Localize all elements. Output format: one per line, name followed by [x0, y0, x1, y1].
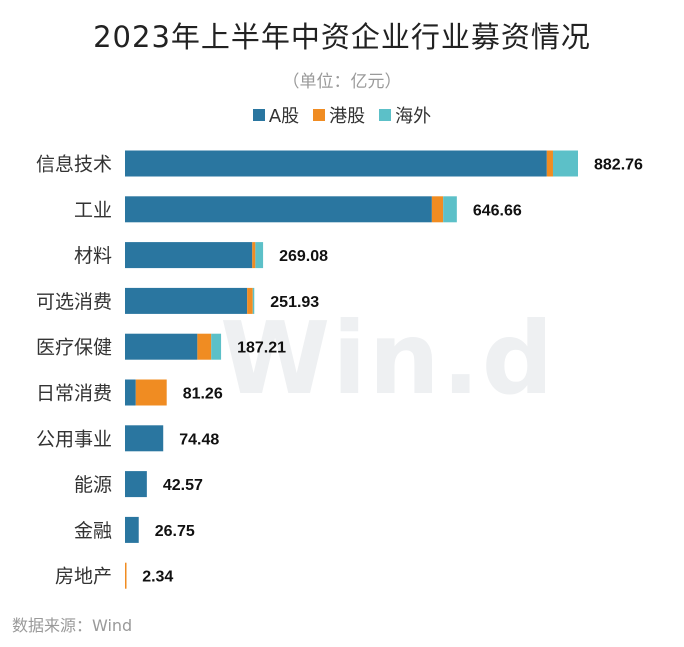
bar-segment-hk-share [431, 196, 444, 223]
legend-item-a-share: A股 [252, 102, 300, 128]
data-source: 数据来源：Wind [12, 616, 133, 635]
category-label: 金融 [74, 520, 112, 542]
category-label: 材料 [74, 245, 112, 267]
legend-item-overseas: 海外 [379, 102, 431, 128]
bar-segment-overseas [552, 150, 578, 177]
bar-segment-a-share [125, 471, 147, 498]
legend-label-hk-share: 港股 [329, 106, 366, 127]
watermark: Win.d [220, 300, 556, 417]
legend-item-hk-share: 港股 [313, 102, 365, 128]
bar-total-label: 26.75 [155, 523, 195, 540]
bar-segment-a-share [125, 516, 139, 543]
legend-swatch-a-share [252, 109, 265, 121]
category-label: 可选消费 [36, 291, 112, 313]
bar-total-label: 74.48 [179, 431, 219, 448]
bar-segment-a-share [125, 379, 136, 406]
category-label: 公用事业 [36, 428, 112, 450]
legend-label-overseas: 海外 [395, 106, 432, 127]
chart-title: 2023年上半年中资企业行业募资情况 [93, 20, 591, 54]
bar-segment-a-share [125, 333, 198, 360]
bar-chart: 信息技术 882.76 工业 646.66 材料 269.08 可选消费 251.93 医疗保健… [36, 150, 643, 589]
bar-segment-hk-share [197, 333, 212, 360]
bar-segment-overseas [252, 287, 255, 314]
bar-segment-a-share [125, 287, 248, 314]
legend-swatch-hk-share [313, 109, 326, 121]
bar-segment-overseas [255, 242, 264, 269]
bar-segment-hk-share [125, 562, 127, 589]
bar-total-label: 269.08 [279, 248, 328, 265]
bar-total-label: 81.26 [183, 386, 223, 403]
bar-total-label: 187.21 [237, 340, 286, 357]
bar-segment-a-share [125, 242, 253, 269]
bar-segment-hk-share [247, 287, 253, 314]
legend-swatch-overseas [379, 109, 392, 121]
bar-segment-hk-share [252, 242, 256, 269]
bar-segment-hk-share [135, 379, 167, 406]
category-label: 日常消费 [36, 383, 112, 405]
category-label: 工业 [74, 199, 112, 221]
bar-segment-a-share [125, 425, 164, 452]
category-label: 能源 [74, 474, 112, 496]
legend-label-a-share: A股 [268, 106, 300, 127]
bar-total-label: 251.93 [270, 294, 319, 311]
bar-total-label: 882.76 [594, 157, 643, 174]
bar-total-label: 2.34 [142, 569, 173, 586]
category-label: 房地产 [55, 566, 112, 588]
chart-unit: （单位：亿元） [282, 72, 402, 92]
bar-segment-a-share [125, 196, 432, 223]
bar-segment-hk-share [546, 150, 553, 177]
category-label: 医疗保健 [36, 337, 112, 359]
chart-legend: A股 港股 海外 [0, 102, 684, 128]
bar-segment-overseas [211, 333, 222, 360]
bar-total-label: 646.66 [473, 202, 522, 219]
category-label: 信息技术 [36, 154, 112, 176]
bar-segment-overseas [443, 196, 457, 223]
bar-segment-a-share [125, 150, 547, 177]
bar-total-label: 42.57 [163, 477, 203, 494]
